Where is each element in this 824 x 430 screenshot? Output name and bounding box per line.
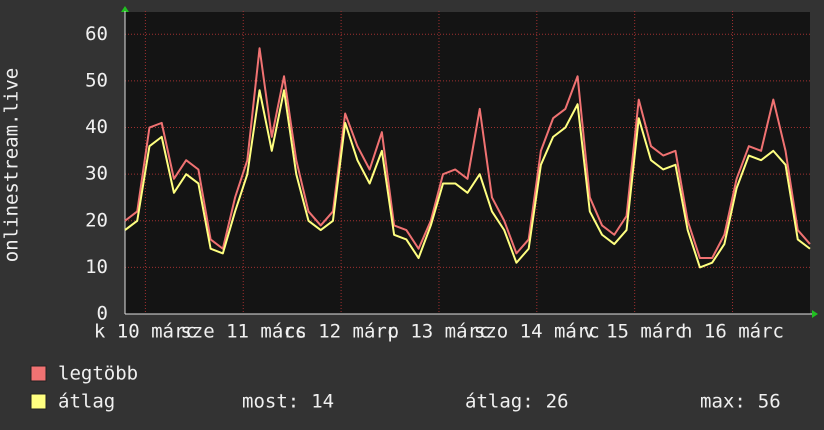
y-arrow (121, 6, 129, 12)
y-tick-label: 50 (85, 69, 108, 91)
series-line (124, 89, 811, 269)
x-tick-label: v 15 márc (583, 321, 686, 343)
legend-swatch (30, 393, 47, 410)
x-tick-label: sze 11 márc (180, 321, 306, 343)
legend-label: legtöbb (58, 363, 138, 385)
x-tick-label: k 10 márc (94, 321, 197, 343)
y-tick-label: 0 (97, 303, 108, 325)
series-line (124, 47, 811, 260)
stat-label: most: (242, 391, 299, 413)
x-tick-label: h 16 márc (681, 321, 784, 343)
stat-value: 26 (546, 391, 569, 413)
legend-swatch (30, 365, 47, 382)
x-tick-label: cs 12 márc (284, 321, 398, 343)
y-tick-label: 40 (85, 116, 108, 138)
y-axis-label: onlinestream.live (1, 68, 23, 262)
y-tick-label: 20 (85, 209, 108, 231)
stat-value: 14 (311, 391, 334, 413)
stat-value: 56 (758, 391, 781, 413)
x-tick-label: p 13 márc (387, 321, 490, 343)
stat-label: max: (700, 391, 746, 413)
stat-label: átlag: (465, 391, 534, 413)
x-arrow (812, 310, 818, 318)
y-tick-label: 10 (85, 256, 108, 278)
plot-area (125, 12, 810, 314)
x-tick-label: szo 14 márc (474, 321, 600, 343)
y-tick-label: 60 (85, 23, 108, 45)
legend-label: átlag (58, 391, 115, 413)
y-tick-label: 30 (85, 163, 108, 185)
